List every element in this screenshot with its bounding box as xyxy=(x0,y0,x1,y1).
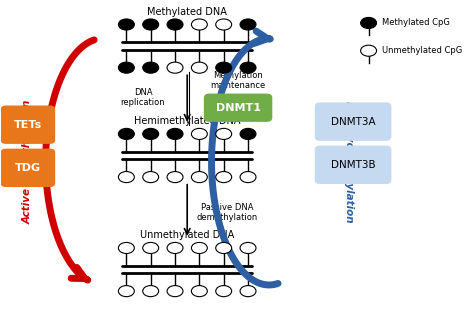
Text: Unmethylated DNA: Unmethylated DNA xyxy=(140,230,234,240)
Circle shape xyxy=(167,62,183,73)
Circle shape xyxy=(216,242,232,253)
Circle shape xyxy=(191,62,207,73)
Circle shape xyxy=(191,172,207,183)
Text: Methylated CpG: Methylated CpG xyxy=(382,18,450,27)
Text: Methylated DNA: Methylated DNA xyxy=(147,7,227,17)
FancyBboxPatch shape xyxy=(1,149,55,186)
Text: TETs: TETs xyxy=(14,120,42,130)
Circle shape xyxy=(118,128,134,139)
Circle shape xyxy=(167,128,183,139)
Circle shape xyxy=(167,285,183,297)
Text: Hemimethylated DNA: Hemimethylated DNA xyxy=(134,116,240,126)
FancyBboxPatch shape xyxy=(1,106,55,143)
Circle shape xyxy=(118,242,134,253)
Text: DNMT1: DNMT1 xyxy=(216,103,261,113)
FancyBboxPatch shape xyxy=(205,95,271,121)
Text: DNMT3A: DNMT3A xyxy=(331,117,375,127)
Circle shape xyxy=(143,285,159,297)
FancyBboxPatch shape xyxy=(316,146,391,183)
Circle shape xyxy=(191,19,207,30)
Circle shape xyxy=(118,172,134,183)
Circle shape xyxy=(143,19,159,30)
Circle shape xyxy=(191,128,207,139)
Circle shape xyxy=(216,62,232,73)
Text: De novo methylation: De novo methylation xyxy=(344,101,354,222)
Text: Passive DNA
demethylation: Passive DNA demethylation xyxy=(196,203,258,222)
Circle shape xyxy=(118,285,134,297)
FancyBboxPatch shape xyxy=(316,103,391,140)
Circle shape xyxy=(240,242,256,253)
Text: Unmethylated CpG: Unmethylated CpG xyxy=(382,46,462,55)
Circle shape xyxy=(191,242,207,253)
Circle shape xyxy=(143,62,159,73)
Circle shape xyxy=(240,172,256,183)
Circle shape xyxy=(216,19,232,30)
Circle shape xyxy=(143,242,159,253)
Circle shape xyxy=(216,128,232,139)
Circle shape xyxy=(240,19,256,30)
Circle shape xyxy=(216,285,232,297)
Circle shape xyxy=(143,172,159,183)
Circle shape xyxy=(240,128,256,139)
Circle shape xyxy=(167,172,183,183)
Circle shape xyxy=(361,45,376,56)
Circle shape xyxy=(143,128,159,139)
Circle shape xyxy=(240,285,256,297)
Circle shape xyxy=(118,19,134,30)
Text: Methylation
maintenance: Methylation maintenance xyxy=(210,71,266,91)
Text: DNMT3B: DNMT3B xyxy=(331,160,375,170)
Text: DNA
replication: DNA replication xyxy=(121,88,165,107)
Circle shape xyxy=(240,62,256,73)
Circle shape xyxy=(216,172,232,183)
Circle shape xyxy=(191,285,207,297)
Circle shape xyxy=(167,19,183,30)
Circle shape xyxy=(361,17,376,29)
Circle shape xyxy=(167,242,183,253)
Circle shape xyxy=(118,62,134,73)
Text: Active demethylation: Active demethylation xyxy=(23,100,33,224)
Text: TDG: TDG xyxy=(15,163,41,173)
